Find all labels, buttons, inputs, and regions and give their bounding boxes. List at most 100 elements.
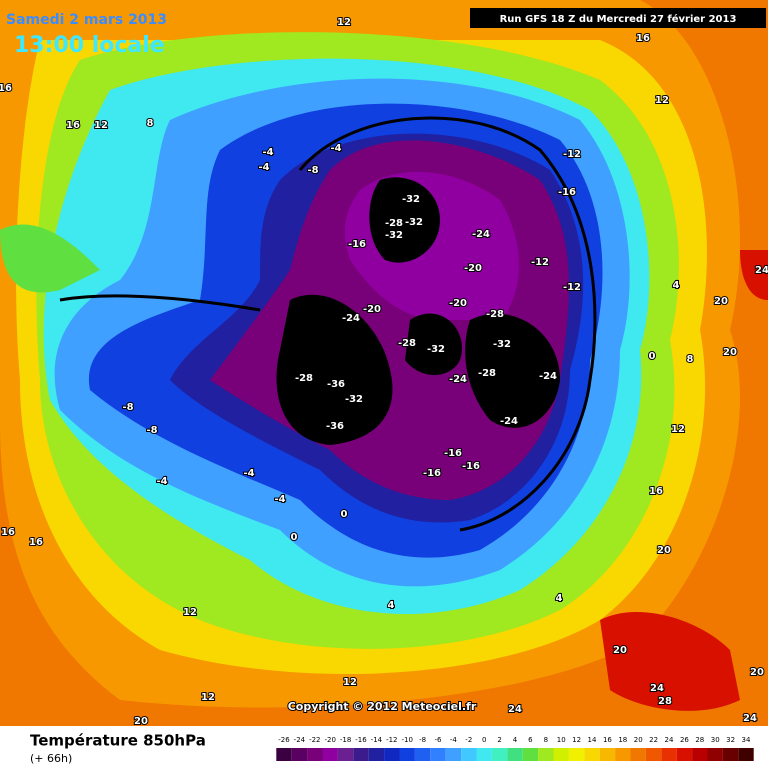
colorbar-tick-label: 22 bbox=[649, 736, 658, 744]
contour-label: 4 bbox=[673, 280, 680, 291]
colorbar-swatch bbox=[538, 748, 554, 761]
colorbar-swatch bbox=[707, 748, 723, 761]
colorbar-tick-label: 2 bbox=[497, 736, 501, 744]
contour-label: -4 bbox=[258, 162, 269, 173]
colorbar-tick-label: 28 bbox=[695, 736, 704, 744]
colorbar-tick-label: 6 bbox=[528, 736, 533, 744]
colorbar-tick-label: 16 bbox=[603, 736, 612, 744]
contour-label: -24 bbox=[539, 371, 557, 382]
colorbar-swatch bbox=[584, 748, 600, 761]
colorbar-swatch bbox=[430, 748, 446, 761]
contour-label: 12 bbox=[183, 607, 197, 618]
colorbar-swatch bbox=[738, 748, 754, 761]
contour-label: -4 bbox=[262, 147, 273, 158]
contour-label: -4 bbox=[274, 494, 285, 505]
run-box bbox=[470, 8, 766, 28]
colorbar-tick-label: -6 bbox=[435, 736, 443, 744]
contour-label: 0 bbox=[341, 509, 348, 520]
contour-label: -16 bbox=[423, 468, 441, 479]
contour-label: -28 bbox=[478, 368, 496, 379]
colorbar-tick-label: -16 bbox=[355, 736, 367, 744]
colorbar-tick-label: -24 bbox=[294, 736, 306, 744]
colorbar-swatch bbox=[322, 748, 338, 761]
colorbar-tick-label: 26 bbox=[680, 736, 689, 744]
contour-label: 4 bbox=[388, 600, 395, 611]
colorbar-swatch bbox=[368, 748, 385, 761]
colorbar-swatch bbox=[291, 748, 308, 761]
contour-label: 12 bbox=[343, 677, 357, 688]
colorbar-tick-label: -4 bbox=[450, 736, 458, 744]
contour-label: -32 bbox=[402, 194, 420, 205]
contour-label: -20 bbox=[464, 263, 482, 274]
colorbar-tick-label: -14 bbox=[371, 736, 383, 744]
colorbar-swatch bbox=[599, 748, 616, 761]
colorbar-tick-label: 0 bbox=[482, 736, 486, 744]
contour-label: -24 bbox=[500, 416, 518, 427]
colorbar-swatch bbox=[276, 748, 292, 761]
forecast-time: 13:00 locale bbox=[14, 33, 165, 58]
colorbar-swatch bbox=[522, 748, 539, 761]
contour-label: 12 bbox=[671, 424, 685, 435]
contour-label: 12 bbox=[94, 120, 108, 131]
contour-label: -32 bbox=[427, 344, 445, 355]
contour-label: -32 bbox=[385, 230, 403, 241]
contour-label: -4 bbox=[330, 143, 341, 154]
colorbar-swatch bbox=[384, 748, 400, 761]
contour-label: 20 bbox=[613, 645, 627, 656]
contour-label: 8 bbox=[687, 354, 694, 365]
contour-label: 12 bbox=[201, 692, 215, 703]
contour-label: 20 bbox=[750, 667, 764, 678]
contour-label: -32 bbox=[405, 217, 423, 228]
temperature-field bbox=[0, 0, 768, 726]
contour-label: 24 bbox=[508, 704, 522, 715]
contour-label: -16 bbox=[444, 448, 462, 459]
contour-label: -16 bbox=[348, 239, 366, 250]
colorbar-tick-label: -18 bbox=[340, 736, 351, 744]
contour-label: 16 bbox=[0, 83, 12, 94]
forecast-date: Samedi 2 mars 2013 bbox=[6, 12, 167, 28]
contour-label: -4 bbox=[156, 476, 167, 487]
footer-lead: (+ 66h) bbox=[30, 752, 72, 765]
contour-label: 16 bbox=[649, 486, 663, 497]
colorbar-tick-label: -10 bbox=[401, 736, 412, 744]
contour-label: 24 bbox=[650, 683, 664, 694]
colorbar-tick-label: 34 bbox=[742, 736, 751, 744]
contour-label: -28 bbox=[385, 218, 403, 229]
colorbar-swatch bbox=[414, 748, 431, 761]
contour-label: -28 bbox=[295, 373, 313, 384]
contour-label: 20 bbox=[134, 716, 148, 727]
colorbar-tick-label: 20 bbox=[634, 736, 643, 744]
contour-label: 28 bbox=[658, 696, 672, 707]
contour-label: -24 bbox=[472, 229, 490, 240]
run-info: Run GFS 18 Z du Mercredi 27 février 2013 bbox=[500, 13, 737, 25]
colorbar-tick-label: -20 bbox=[324, 736, 335, 744]
contour-label: -20 bbox=[449, 298, 467, 309]
contour-label: 8 bbox=[147, 118, 154, 129]
contour-label: -12 bbox=[563, 282, 581, 293]
contour-label: 0 bbox=[291, 532, 298, 543]
contour-label: -16 bbox=[558, 187, 576, 198]
contour-label: 4 bbox=[556, 593, 563, 604]
colorbar-tick-label: 18 bbox=[618, 736, 627, 744]
colorbar-swatch bbox=[337, 748, 354, 761]
contour-label: -24 bbox=[449, 374, 467, 385]
contour-label: 0 bbox=[649, 351, 656, 362]
colorbar-swatch bbox=[307, 748, 323, 761]
contour-label: -36 bbox=[327, 379, 345, 390]
contour-label: -28 bbox=[486, 309, 504, 320]
colorbar-swatch bbox=[645, 748, 662, 761]
colorbar-tick-label: -8 bbox=[419, 736, 426, 744]
contour-label: -24 bbox=[342, 313, 360, 324]
contour-label: -32 bbox=[493, 339, 511, 350]
contour-label: -12 bbox=[531, 257, 549, 268]
contour-label: -16 bbox=[462, 461, 480, 472]
contour-label: 20 bbox=[723, 347, 737, 358]
colorbar-swatch bbox=[553, 748, 569, 761]
colorbar-swatch bbox=[491, 748, 508, 761]
colorbar-swatch bbox=[461, 748, 477, 761]
contour-label: -20 bbox=[363, 304, 381, 315]
colorbar-swatch bbox=[353, 748, 369, 761]
colorbar: -26 -24 -22 -20 -18 -16 -14 -12 -10 -8 -6 -4 -2 0 2 4 6 8… bbox=[276, 736, 754, 761]
